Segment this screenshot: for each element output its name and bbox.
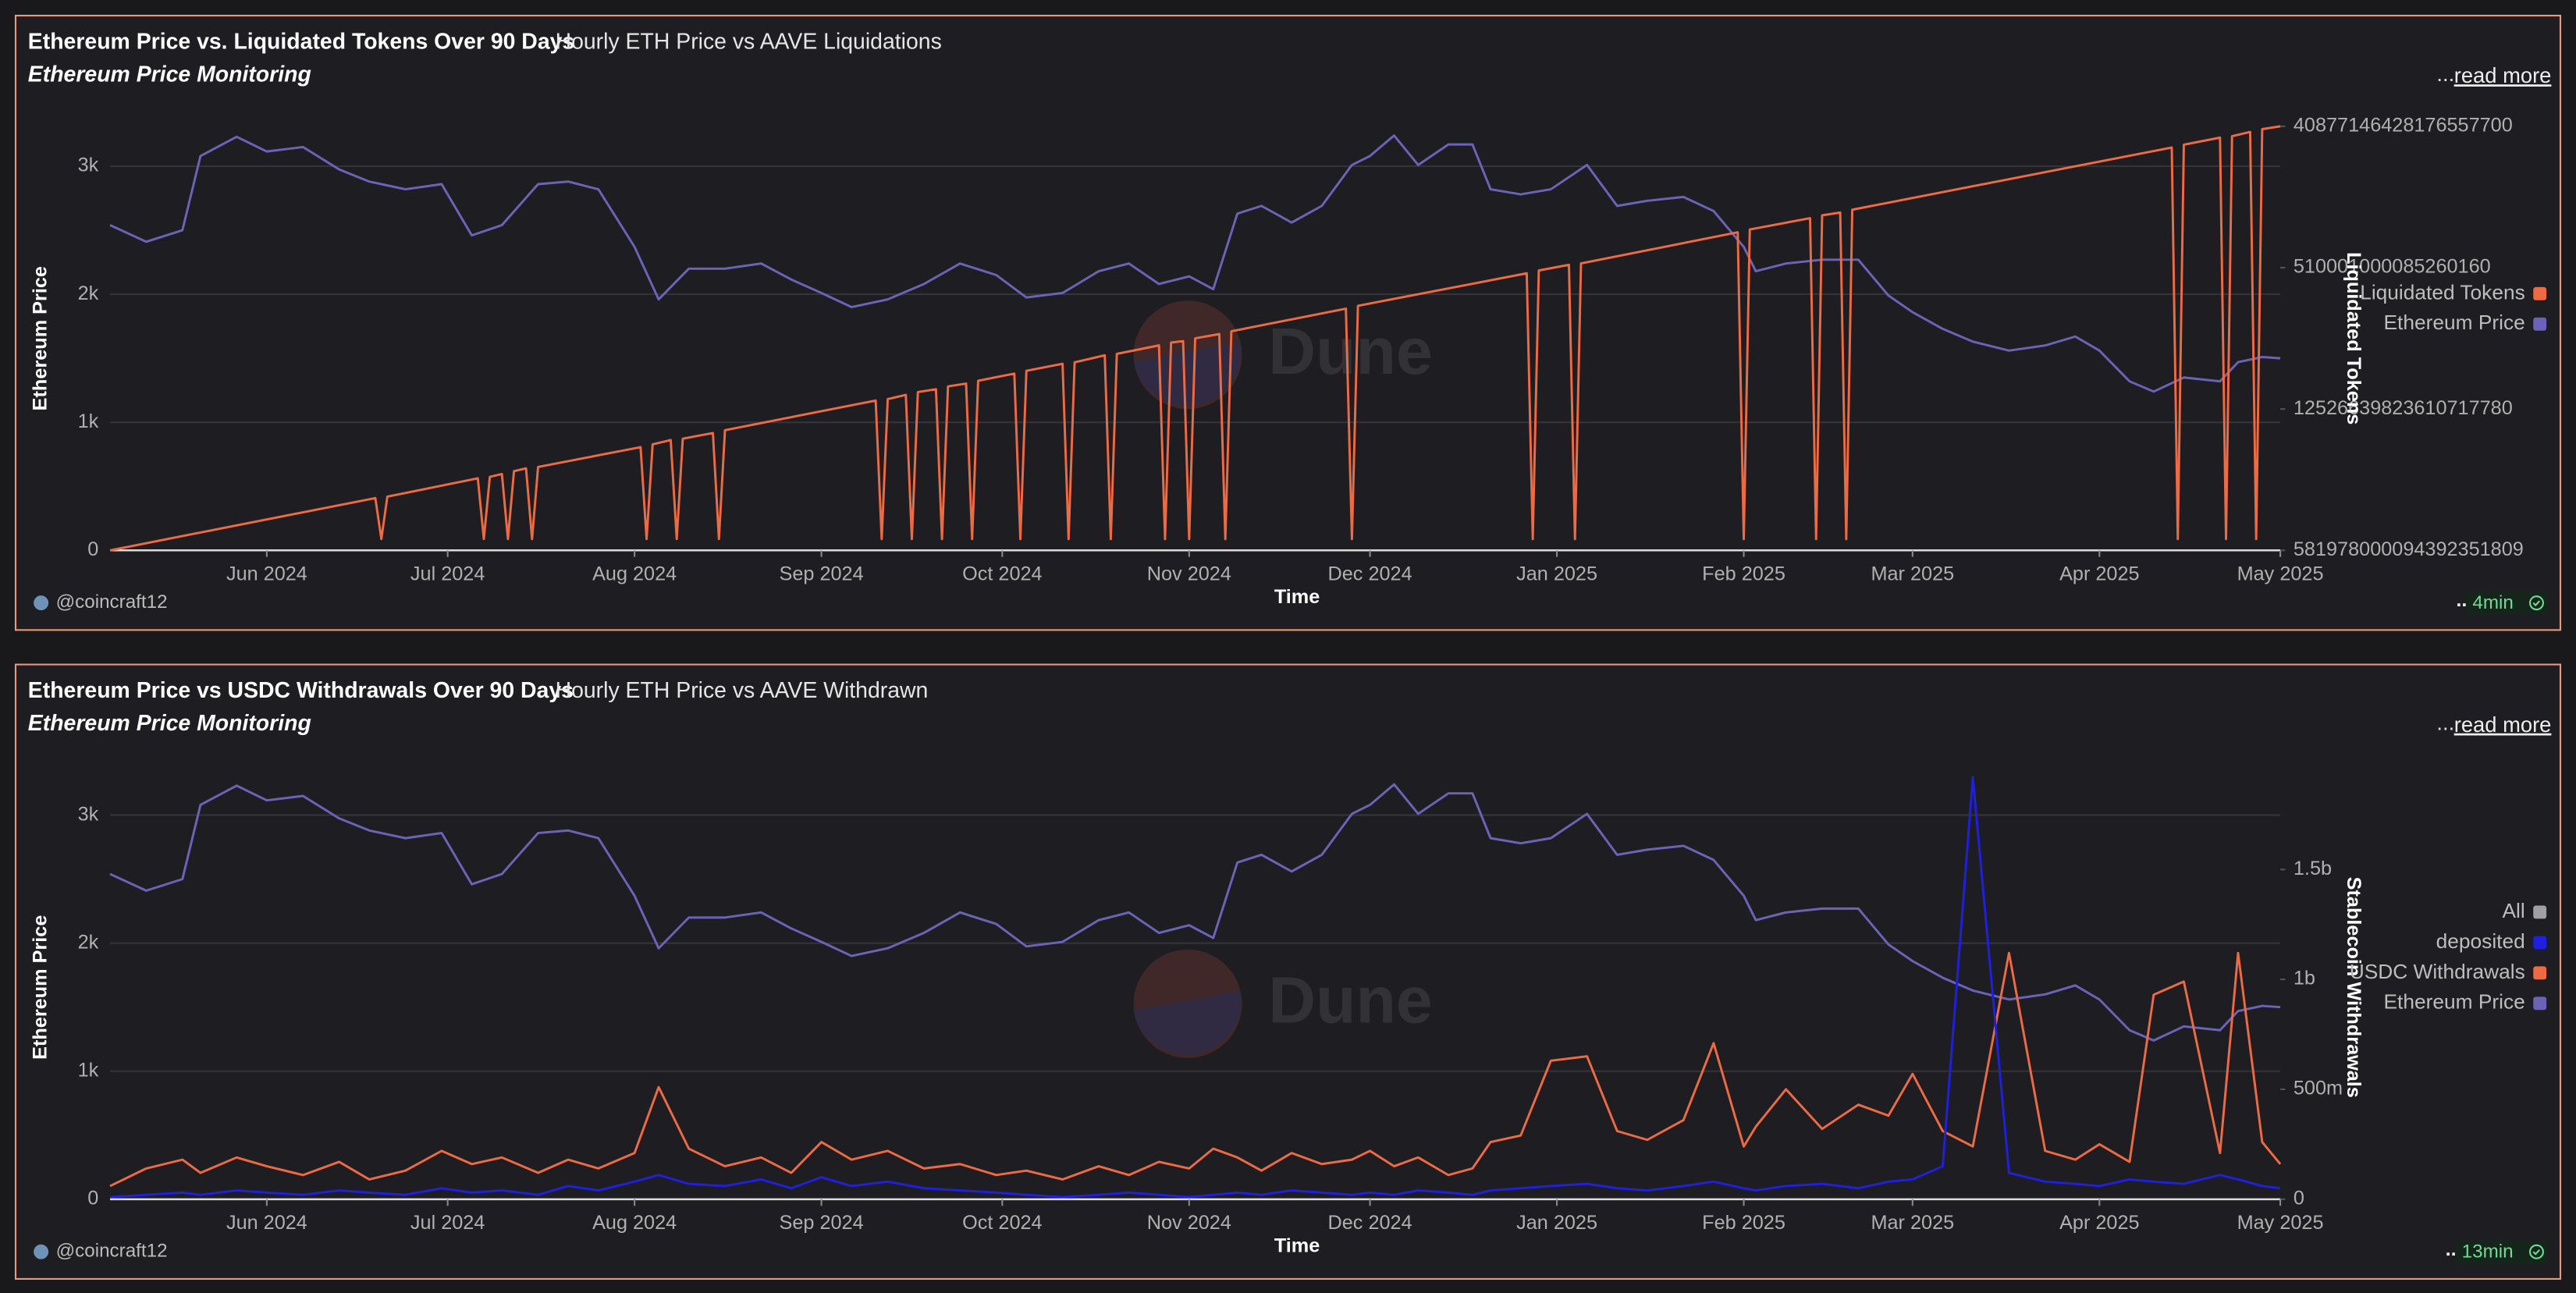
series-line xyxy=(109,125,2281,552)
x-tick-label: Sep 2024 xyxy=(780,563,864,585)
x-axis-title: Time xyxy=(1274,586,1320,608)
series-line xyxy=(109,783,2281,1042)
author-avatar xyxy=(34,595,49,611)
legend-label[interactable]: deposited xyxy=(2436,929,2525,953)
panel-frame xyxy=(14,663,2562,1280)
menu-dots[interactable]: ... xyxy=(2436,62,2454,86)
y2-tick-label: 1b xyxy=(2294,968,2315,989)
age-label: 13min xyxy=(2462,1241,2514,1263)
series-line xyxy=(109,134,2281,393)
x-tick-label: Dec 2024 xyxy=(1328,1212,1412,1234)
y2-tick-label: 1.5b xyxy=(2294,858,2332,879)
x-tick-label: Aug 2024 xyxy=(592,563,677,585)
y-tick-label: 3k xyxy=(78,803,99,825)
x-tick-label: Apr 2025 xyxy=(2059,563,2139,585)
age-check-icon xyxy=(2529,1244,2544,1259)
legend-swatch[interactable] xyxy=(2533,286,2547,300)
legend-label[interactable]: Ethereum Price xyxy=(2384,990,2525,1014)
chart-title: Ethereum Price vs. Liquidated Tokens Ove… xyxy=(28,29,574,54)
y2-axis-title: Stablecoin Withdrawals xyxy=(2343,877,2365,1098)
read-more-link[interactable]: read more xyxy=(2454,712,2552,737)
y2-tick-label: 0 xyxy=(2294,1188,2304,1210)
x-tick-label: Jul 2024 xyxy=(410,1212,485,1234)
x-tick-label: Aug 2024 xyxy=(592,1212,677,1234)
watermark-text: Dune xyxy=(1268,964,1432,1037)
legend-label[interactable]: Ethereum Price xyxy=(2384,311,2525,334)
legend-label[interactable]: Liquidated Tokens xyxy=(2360,280,2525,304)
age-check-mark xyxy=(2532,1249,2541,1256)
x-tick-label: Oct 2024 xyxy=(962,563,1042,585)
age-check-mark xyxy=(2532,600,2541,607)
x-tick-label: May 2025 xyxy=(2237,563,2324,585)
chart-subtitle: Hourly ETH Price vs AAVE Withdrawn xyxy=(556,678,929,703)
series-line xyxy=(109,776,2281,1199)
legend-label[interactable]: USDC Withdrawals xyxy=(2350,960,2525,983)
chart-subtitle: Hourly ETH Price vs AAVE Liquidations xyxy=(556,29,942,54)
x-tick-label: Nov 2024 xyxy=(1147,563,1231,585)
age-check-icon xyxy=(2529,595,2544,611)
y2-tick-label: 581978000094392351809 xyxy=(2294,538,2524,560)
y-tick-label: 2k xyxy=(78,282,99,304)
age-badge xyxy=(2455,1240,2549,1263)
panel-frame xyxy=(14,14,2562,631)
chart-description: Ethereum Price Monitoring xyxy=(28,711,311,736)
x-tick-label: Jun 2024 xyxy=(226,1212,307,1234)
x-tick-label: Mar 2025 xyxy=(1871,563,1954,585)
author-name[interactable]: @coincraft12 xyxy=(56,591,168,613)
x-tick-label: Apr 2025 xyxy=(2059,1212,2139,1234)
y2-tick-label: 500m xyxy=(2294,1078,2343,1099)
watermark-logo-part xyxy=(1133,990,1242,1055)
legend-swatch[interactable] xyxy=(2533,905,2547,919)
chart-panel: Ethereum Price vs USDC Withdrawals Over … xyxy=(14,663,2562,1280)
x-tick-label: Jan 2025 xyxy=(1516,563,1597,585)
legend-swatch[interactable] xyxy=(2533,996,2547,1011)
x-tick-label: Jun 2024 xyxy=(226,563,307,585)
x-tick-label: Nov 2024 xyxy=(1147,1212,1231,1234)
x-axis-title: Time xyxy=(1274,1235,1320,1257)
y-tick-label: 0 xyxy=(87,1188,98,1210)
legend-swatch[interactable] xyxy=(2533,936,2547,950)
x-tick-label: May 2025 xyxy=(2237,1212,2324,1234)
series-line xyxy=(109,951,2282,1188)
y-tick-label: 0 xyxy=(87,538,98,560)
x-tick-label: Jan 2025 xyxy=(1516,1212,1597,1234)
x-tick-label: Mar 2025 xyxy=(1871,1212,1954,1234)
x-tick-label: Feb 2025 xyxy=(1702,563,1785,585)
legend-label[interactable]: All xyxy=(2503,899,2525,922)
y-tick-label: 1k xyxy=(78,1059,99,1081)
y-tick-label: 2k xyxy=(78,931,99,953)
x-tick-label: Sep 2024 xyxy=(780,1212,864,1234)
age-label: 4min xyxy=(2472,592,2513,613)
y-tick-label: 3k xyxy=(78,155,99,176)
x-tick-label: Dec 2024 xyxy=(1328,563,1412,585)
watermark-text: Dune xyxy=(1268,314,1432,388)
x-tick-label: Feb 2025 xyxy=(1702,1212,1785,1234)
x-tick-label: Oct 2024 xyxy=(962,1212,1042,1234)
y-axis-title: Ethereum Price xyxy=(29,915,51,1060)
chart-title: Ethereum Price vs USDC Withdrawals Over … xyxy=(28,678,574,703)
y-tick-label: 1k xyxy=(78,410,99,432)
read-more-link[interactable]: read more xyxy=(2454,63,2552,87)
age-badge xyxy=(2465,591,2549,615)
author-avatar xyxy=(34,1244,49,1259)
y2-tick-label: 510001000085260160 xyxy=(2294,256,2491,278)
author-name[interactable]: @coincraft12 xyxy=(56,1241,168,1262)
y2-axis-title: Liquidated Tokens xyxy=(2343,252,2365,424)
y2-tick-label: 12526639823610717780 xyxy=(2294,397,2513,419)
x-tick-label: Jul 2024 xyxy=(410,563,485,585)
y2-tick-label: 40877146428176557700 xyxy=(2294,115,2513,137)
menu-dots[interactable]: ... xyxy=(2436,711,2454,735)
legend-swatch[interactable] xyxy=(2533,317,2547,331)
legend-swatch[interactable] xyxy=(2533,966,2547,980)
chart-panel: Ethereum Price vs. Liquidated Tokens Ove… xyxy=(14,14,2562,631)
chart-description: Ethereum Price Monitoring xyxy=(28,62,311,87)
y-axis-title: Ethereum Price xyxy=(29,266,51,410)
